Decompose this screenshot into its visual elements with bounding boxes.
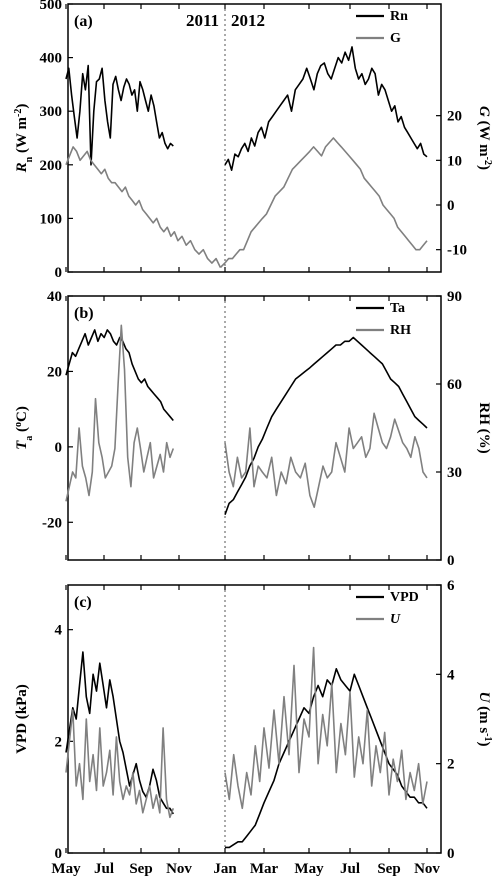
panel-b-right-axis-title: RH (%) [476, 402, 492, 453]
panel-a-left-tick-label: 200 [40, 158, 63, 174]
panel-a-series-rn-line-1 [224, 46, 428, 171]
panel-c-right-tick-label: 4 [447, 667, 455, 683]
panel-a-right-axis-title-sup: -2 [483, 157, 494, 165]
panel-c-left-axis-title: VPD (kPa) [14, 684, 30, 754]
panel-c-right-axis-title-sup: -1 [483, 733, 494, 741]
panel-c-series-vpd-line-1 [225, 667, 428, 849]
panel-a-right-tick-label: 10 [447, 153, 462, 169]
x-tick-label: Sep [377, 861, 400, 877]
panel-b-left-axis-title-sup: o [13, 422, 24, 427]
panel-b-legend-label-ta: Ta [390, 301, 405, 316]
x-tick-label: May [51, 861, 81, 877]
year-label-2011: 2011 [186, 11, 219, 30]
x-tick-label: Sep [129, 861, 152, 877]
panel-a-right-tick-label: -10 [447, 243, 467, 259]
panel-b-right-axis-title-main: RH (%) [476, 402, 492, 453]
panel-c-right-tick-label: 0 [447, 846, 455, 862]
panel-c-right-axis-title-unit: (m s [476, 702, 492, 733]
panel-b-series-rh-line-0 [65, 324, 175, 502]
panel-b-series-ta-line-0 [65, 329, 174, 422]
panel-c-left-tick-label: 0 [55, 846, 63, 862]
panel-b-left-axis-title-unit: ( [14, 427, 30, 436]
panel-a-right-tick-label: 0 [447, 198, 455, 214]
panel-b-left-axis-title: Ta (oC) [13, 406, 35, 450]
panel-c-series-vpd-line-0 [65, 651, 174, 815]
panel-a-left-axis-title-end: ) [14, 104, 30, 109]
panel-c-right-tick-label: 2 [447, 757, 455, 773]
panel-b-left-axis-title-sub: a [24, 436, 35, 441]
panel-a-right-axis-title-unit: (W m [476, 117, 492, 157]
panel-a-left-tick-label: 400 [40, 51, 63, 67]
x-tick-label: Jan [213, 861, 237, 877]
panel-a-left-tick-label: 500 [40, 0, 63, 13]
panel-a-frame [67, 3, 442, 273]
panel-b-right-tick-label: 30 [447, 465, 462, 481]
panel-b-right-tick-label: 0 [447, 553, 455, 569]
panel-a-left-axis-title-unit: (W m [14, 117, 30, 157]
panel-a-right-tick-label: 20 [447, 109, 462, 125]
x-tick-label: Jul [94, 861, 114, 877]
panel-a-left-axis-title-main: R [14, 162, 30, 173]
panel-c-label: (c) [74, 594, 92, 611]
panel-a-left-axis-title-sub: n [24, 156, 35, 162]
panel-c-series-u-line-0 [65, 709, 175, 819]
x-tick-label: Jul [340, 861, 360, 877]
panel-c-legend-label-vpd: VPD [390, 590, 419, 605]
panel-b-right-tick-label: 90 [447, 289, 462, 305]
panel-a-left-axis-title-sup: -2 [13, 109, 24, 117]
x-tick-label: Nov [414, 861, 440, 877]
panel-b-left-axis-title-end: C) [14, 406, 30, 422]
panel-a-legend-label-g: G [390, 31, 401, 46]
panel-c-left-axis-title-main: VPD (kPa) [14, 684, 30, 754]
panel-c-frame [67, 584, 442, 854]
panel-c-left-tick-label: 4 [55, 623, 63, 639]
panel-c-right-axis-title-end: ) [476, 742, 492, 747]
panel-c-series-u-line-1 [224, 646, 428, 810]
panel-b-left-tick-label: 20 [47, 364, 62, 380]
panel-b-label: (b) [74, 305, 94, 322]
panel-c-right-axis-title: U (m s-1) [476, 691, 494, 746]
panel-a-legend-label-rn: Rn [390, 9, 408, 24]
panel-a-left-axis-title: Rn (W m-2) [13, 104, 35, 174]
panel-b-left-tick-label: 0 [55, 440, 63, 456]
x-tick-label: May [294, 861, 324, 877]
panel-a-series-g-line-0 [65, 146, 222, 268]
panel-a-left-tick-label: 100 [40, 211, 63, 227]
panel-a-label: (a) [74, 13, 93, 30]
panel-a-right-axis-title: G (W m-2) [476, 106, 494, 170]
panel-a-left-tick-label: 300 [40, 104, 63, 120]
panel-b-left-tick-label: 40 [47, 289, 62, 305]
panel-b-right-tick-label: 60 [447, 377, 462, 393]
panel-c-right-axis-title-main: U [476, 691, 492, 703]
panel-b-left-axis-title-main: T [14, 440, 30, 450]
panel-b-series-ta-line-1 [224, 336, 428, 515]
panel-b-legend-label-rh: RH [390, 323, 411, 338]
panel-c-legend-label-u: U [390, 612, 401, 627]
panel-c-left-tick-label: 2 [55, 734, 63, 750]
panel-a-series-rn-line-0 [65, 64, 174, 166]
panel-b-series-rh-line-1 [224, 412, 428, 509]
x-tick-label: Mar [250, 861, 279, 877]
panel-b-frame [67, 295, 442, 561]
year-label-2012: 2012 [231, 11, 265, 30]
panel-b-left-tick-label: -20 [42, 515, 62, 531]
panel-a-series-g-line-1 [219, 137, 428, 269]
panel-a-left-tick-label: 0 [55, 265, 63, 281]
x-tick-label: Nov [166, 861, 192, 877]
panel-a-right-axis-title-main: G [476, 106, 492, 117]
panel-c-right-tick-label: 6 [447, 578, 455, 594]
panel-a-right-axis-title-end: ) [476, 165, 492, 170]
